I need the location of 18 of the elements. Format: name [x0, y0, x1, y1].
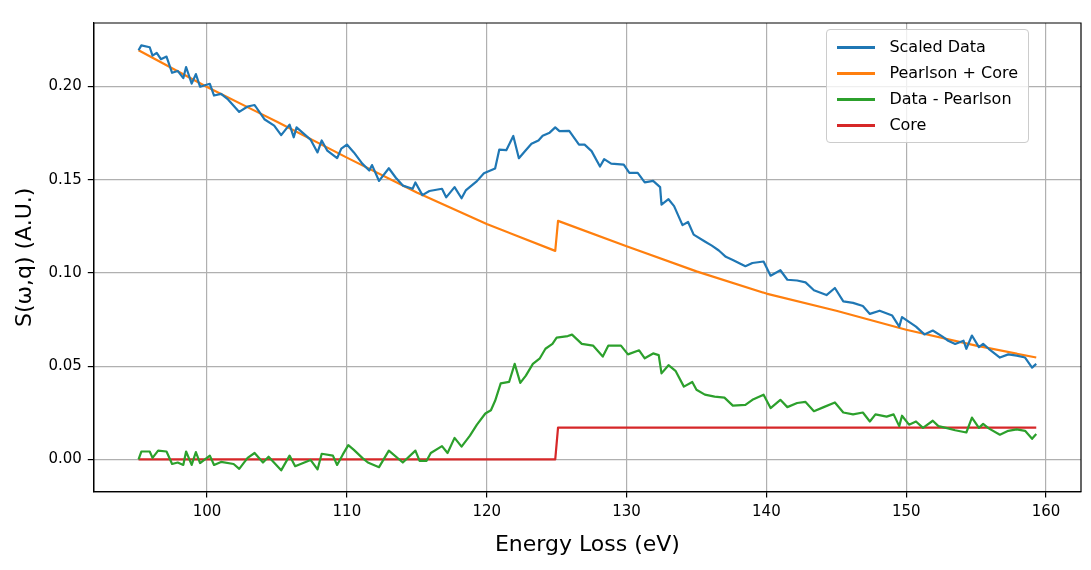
legend-label: Scaled Data: [889, 36, 986, 58]
x-tick-label: 130: [612, 502, 641, 521]
x-tick-label: 160: [1031, 502, 1061, 521]
legend-label: Data - Pearlson: [889, 88, 1012, 110]
legend-label: Pearlson + Core: [889, 62, 1018, 84]
y-axis-title: S(ω,q) (A.U.): [10, 187, 36, 328]
x-tick-label: 150: [891, 502, 921, 521]
y-tick-label: 0.15: [48, 169, 82, 188]
legend-label: Core: [889, 114, 927, 136]
y-tick-label: 0.00: [48, 449, 82, 468]
x-tick-label: 110: [332, 502, 362, 521]
y-tick-label: 0.20: [48, 76, 82, 95]
x-tick-label: 140: [752, 502, 781, 521]
y-tick-label: 0.10: [48, 262, 82, 281]
y-tick-label: 0.05: [48, 356, 82, 374]
x-tick-label: 120: [472, 502, 502, 521]
x-tick-label: 100: [192, 502, 222, 521]
x-axis-title: Energy Loss (eV): [494, 530, 680, 556]
